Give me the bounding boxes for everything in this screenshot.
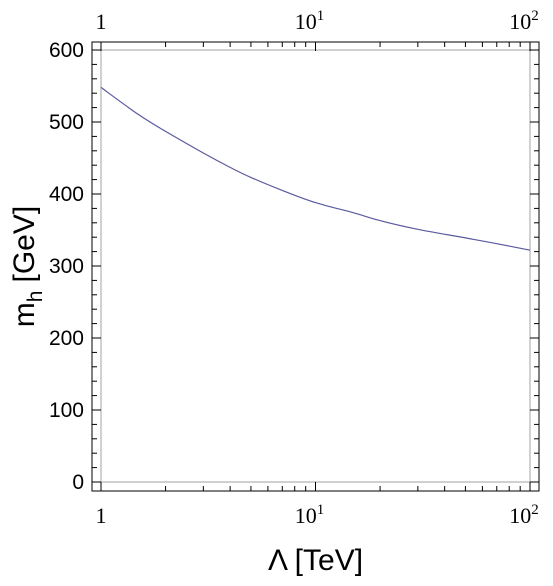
y-axis-title-sub: h (24, 291, 47, 303)
y-tick-label: 300 (49, 255, 84, 278)
x-tick-label-bottom: 1 (96, 503, 107, 528)
x-axis-title: Λ [TeV] (268, 544, 363, 577)
y-tick-label: 400 (49, 183, 84, 206)
y-axis-title: mh [GeV] (8, 206, 47, 327)
plot-inner-box (100, 49, 531, 483)
x-tick-label-top: 102 (509, 8, 539, 34)
y-tick-label: 600 (49, 39, 84, 62)
x-tick-label-top: 101 (295, 8, 325, 34)
y-tick-label: 100 (49, 399, 84, 422)
svg-text:mh[GeV]: mh [GeV] (8, 206, 47, 327)
x-tick-label-bottom: 102 (509, 502, 539, 528)
plot-frame (91, 41, 540, 492)
series-line (100, 86, 531, 251)
y-tick-label: 200 (49, 327, 84, 350)
y-tick-label: 500 (49, 111, 84, 134)
y-tick-label: 0 (72, 471, 84, 494)
axis-ticks (92, 42, 539, 491)
x-tick-label-bottom: 101 (295, 502, 325, 528)
y-axis-title-main: m (8, 302, 41, 327)
x-tick-label-top: 1 (96, 9, 107, 34)
tick-labels: 0 100 200 300 400 500 600 1 101 102 1 101 102 (49, 8, 539, 528)
y-axis-title-unit: [GeV] (8, 206, 41, 283)
